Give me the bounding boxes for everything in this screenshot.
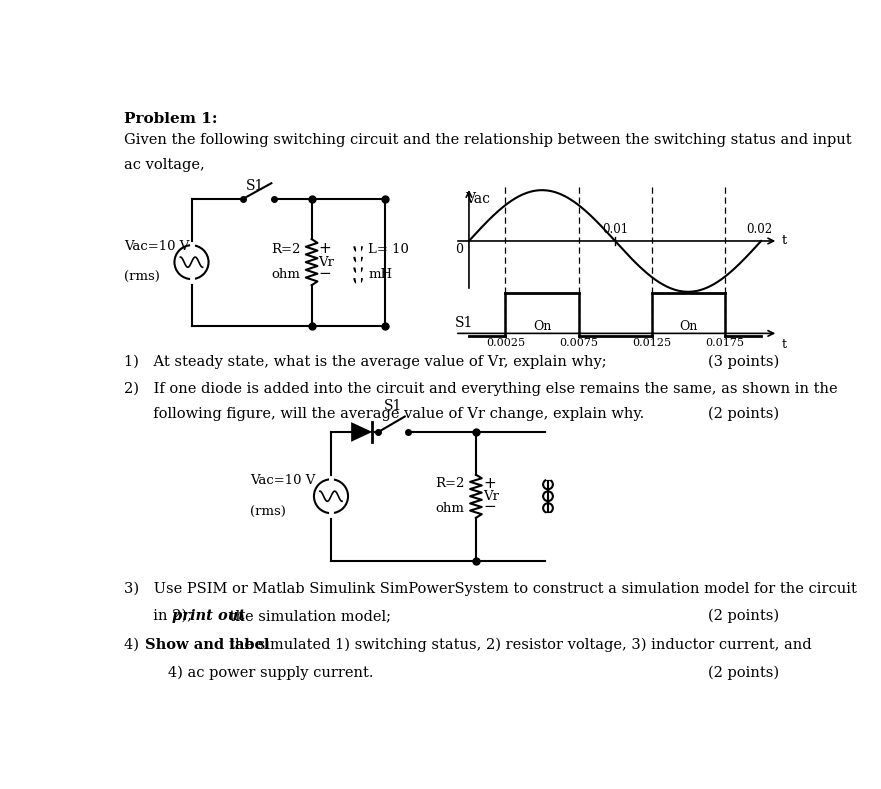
Text: ohm: ohm	[271, 268, 300, 282]
Text: Vr: Vr	[319, 256, 335, 269]
Text: print out: print out	[172, 609, 245, 623]
Text: 0.0025: 0.0025	[486, 338, 525, 348]
Text: 0.01: 0.01	[602, 222, 628, 236]
Text: the simulation model;: the simulation model;	[225, 609, 391, 623]
Text: On: On	[533, 320, 552, 333]
Text: mH: mH	[368, 268, 392, 282]
Text: R=2: R=2	[435, 477, 465, 490]
Text: (3 points): (3 points)	[707, 355, 779, 369]
Text: Vac: Vac	[465, 193, 490, 207]
Text: Vr: Vr	[483, 490, 499, 503]
Polygon shape	[352, 422, 373, 442]
Text: Show and label: Show and label	[145, 638, 270, 652]
Text: (rms): (rms)	[249, 506, 285, 518]
Text: 4) ac power supply current.: 4) ac power supply current.	[124, 666, 374, 680]
Text: 1) At steady state, what is the average value of Vr, explain why;: 1) At steady state, what is the average …	[124, 355, 607, 369]
Text: 2) If one diode is added into the circuit and everything else remains the same, : 2) If one diode is added into the circui…	[124, 381, 838, 395]
Text: (2 points): (2 points)	[707, 609, 779, 623]
Text: On: On	[679, 320, 697, 333]
Text: following figure, will the average value of Vr change, explain why.: following figure, will the average value…	[124, 406, 644, 421]
Text: 0.0075: 0.0075	[559, 338, 598, 348]
Text: (2 points): (2 points)	[707, 666, 779, 680]
Text: 0: 0	[455, 243, 463, 256]
Text: 0.0175: 0.0175	[705, 338, 744, 348]
Text: R=2: R=2	[271, 243, 300, 256]
Text: ac voltage,: ac voltage,	[124, 158, 204, 172]
Text: t: t	[781, 234, 787, 248]
Text: S1: S1	[455, 316, 473, 331]
Text: (2 points): (2 points)	[707, 406, 779, 421]
Text: −: −	[319, 267, 331, 282]
Text: S1: S1	[246, 179, 264, 193]
Text: 0.02: 0.02	[746, 222, 773, 236]
Text: +: +	[319, 241, 331, 256]
Text: Vac=10 V: Vac=10 V	[249, 474, 315, 487]
Text: L= 10: L= 10	[368, 243, 409, 256]
Text: Given the following switching circuit and the relationship between the switching: Given the following switching circuit an…	[124, 133, 852, 148]
Text: 0.0125: 0.0125	[632, 338, 671, 348]
Text: S1: S1	[384, 399, 403, 413]
Text: (rms): (rms)	[124, 271, 160, 284]
Text: Vac=10 V: Vac=10 V	[124, 240, 189, 253]
Text: −: −	[483, 499, 496, 514]
Text: 3) Use PSIM or Matlab Simulink SimPowerSystem to construct a simulation model fo: 3) Use PSIM or Matlab Simulink SimPowerS…	[124, 581, 857, 596]
Text: in 2),: in 2),	[124, 609, 196, 623]
Text: t: t	[781, 338, 786, 351]
Text: the simulated 1) switching status, 2) resistor voltage, 3) inductor current, and: the simulated 1) switching status, 2) re…	[229, 638, 811, 652]
Text: 4): 4)	[124, 638, 153, 652]
Text: Problem 1:: Problem 1:	[124, 111, 218, 125]
Text: ohm: ohm	[435, 503, 464, 515]
Text: +: +	[483, 477, 496, 492]
